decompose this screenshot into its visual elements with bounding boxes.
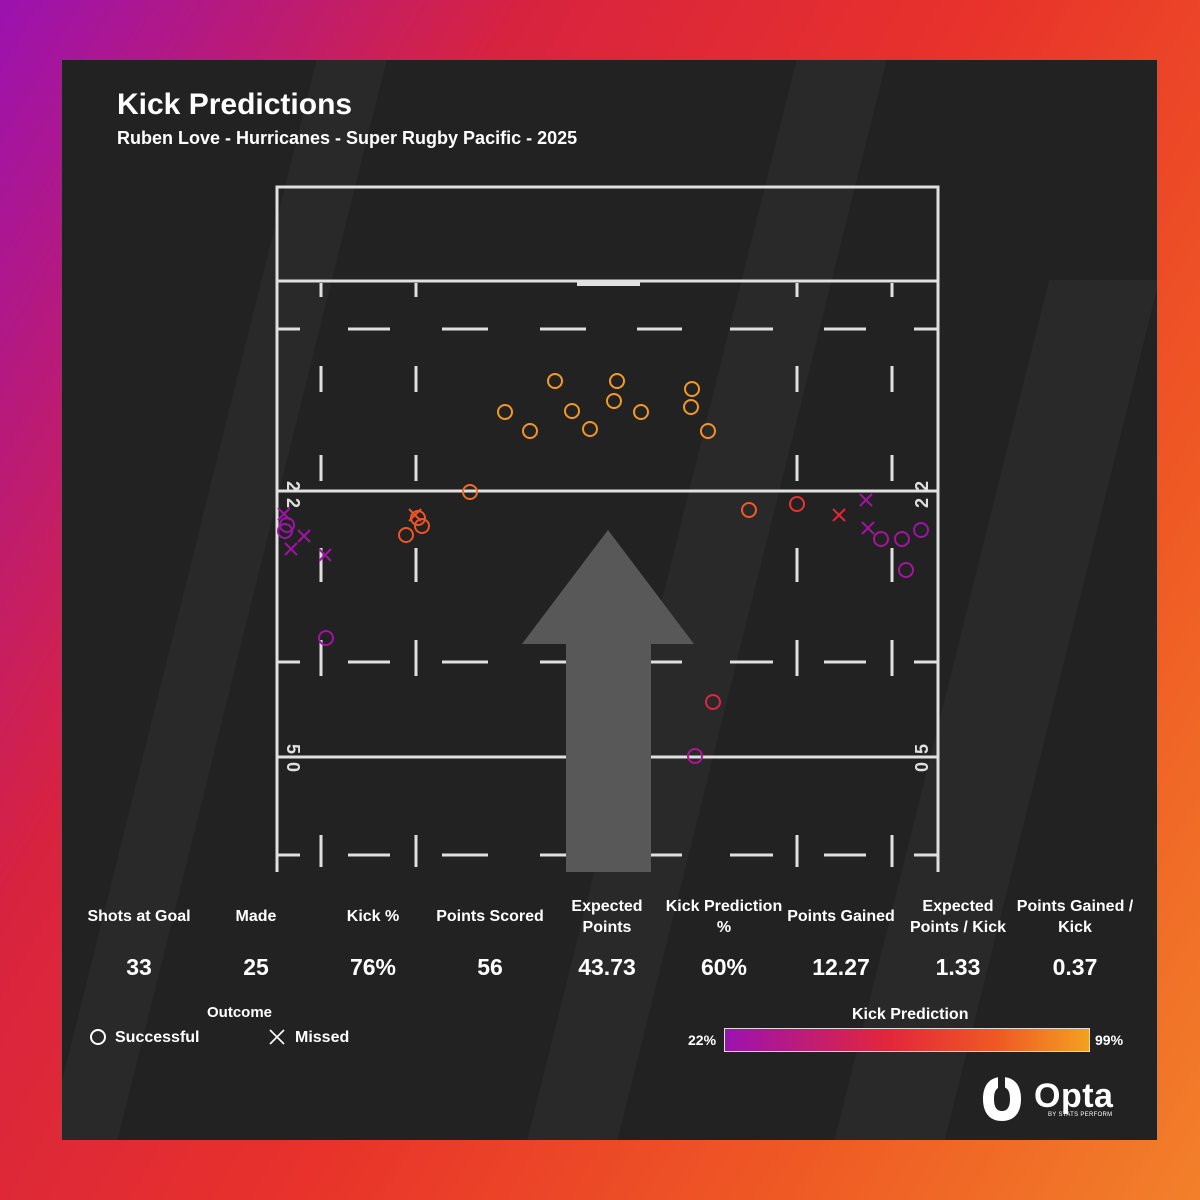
kick-point-missed (859, 493, 873, 507)
marking-50-right-top: 5 (912, 744, 932, 754)
kick-point-successful (898, 562, 914, 578)
in-goal-area (275, 185, 940, 283)
kick-point-successful (522, 423, 538, 439)
marking-50-right-bottom: 0 (912, 762, 932, 772)
chart-title: Kick Predictions (117, 88, 353, 121)
kick-point-missed (408, 508, 422, 522)
stat-label-xp-per-kick: Expected Points / Kick (909, 898, 1007, 936)
stat-value-points-scored: 56 (477, 954, 503, 980)
kick-point-successful (547, 373, 563, 389)
stat-label-points-gained: Points Gained (787, 908, 895, 925)
kick-point-successful (606, 393, 622, 409)
kick-point-missed (861, 521, 875, 535)
kick-point-successful (564, 403, 580, 419)
marking-50-left-bottom: 0 (283, 762, 303, 772)
color-scale-title: Kick Prediction (852, 1006, 969, 1023)
stat-label-made: Made (235, 908, 277, 925)
kick-point-successful (318, 630, 334, 646)
kick-point-successful (687, 748, 703, 764)
outcome-legend-title: Outcome (207, 1004, 273, 1021)
opta-logo-icon (983, 1075, 1021, 1121)
stat-label-expected-points: Expected Points (571, 898, 643, 936)
marking-22-right-top: 2 (912, 481, 932, 491)
kick-point-successful (277, 523, 293, 539)
stat-value-points-gained: 12.27 (812, 954, 870, 980)
stat-label-kick-prediction: Kick Prediction % (665, 898, 783, 936)
stat-value-xp-per-kick: 1.33 (935, 954, 981, 980)
kick-point-successful (741, 502, 757, 518)
marking-22-right-bottom: 2 (912, 498, 932, 508)
chart-subtitle: Ruben Love - Hurricanes - Super Rugby Pa… (117, 128, 578, 148)
kick-point-successful (700, 423, 716, 439)
kick-point-successful (414, 518, 430, 534)
stat-value-kick-prediction: 60% (700, 954, 748, 980)
kick-point-successful (497, 404, 513, 420)
attack-direction-arrow (522, 530, 694, 872)
opta-logo-text: Opta (1034, 1077, 1114, 1115)
kick-point-successful (683, 399, 699, 415)
kick-point-successful (789, 496, 805, 512)
color-scale-max-label: 99% (1095, 1032, 1124, 1048)
successful-legend-label: Successful (115, 1029, 200, 1046)
kick-point-missed (297, 529, 311, 543)
stat-value-shots: 33 (126, 954, 152, 980)
kick-point-successful (398, 527, 414, 543)
kick-point-successful (582, 421, 598, 437)
color-scale-bar (724, 1028, 1090, 1052)
kick-point-missed (318, 548, 332, 562)
marking-22-left-bottom: 2 (283, 498, 303, 508)
stat-value-made: 25 (243, 954, 269, 980)
kick-point-successful (609, 373, 625, 389)
kick-point-successful (913, 522, 929, 538)
marking-22-left-top: 2 (283, 481, 303, 491)
stat-label-kick-pct: Kick % (346, 908, 400, 925)
kick-point-successful (633, 404, 649, 420)
pitch-diagram: 2 2 2 2 5 0 5 0 (275, 185, 940, 872)
missed-legend-label: Missed (295, 1029, 350, 1046)
stat-label-points-scored: Points Scored (436, 908, 544, 925)
kick-point-missed (284, 542, 298, 556)
stat-label-shots: Shots at Goal (87, 908, 191, 925)
kick-point-successful (684, 381, 700, 397)
stat-value-expected-points: 43.73 (578, 954, 636, 980)
color-scale-min-label: 22% (688, 1032, 717, 1048)
successful-legend-icon (90, 1029, 106, 1045)
kick-point-successful (894, 531, 910, 547)
stat-value-kick-pct: 76% (349, 954, 397, 980)
missed-legend-icon (269, 1029, 285, 1045)
kick-point-successful (873, 531, 889, 547)
stat-value-pg-per-kick: 0.37 (1052, 954, 1098, 980)
marking-50-left-top: 5 (283, 744, 303, 754)
stat-label-pg-per-kick: Points Gained / Kick (1016, 898, 1134, 936)
kick-point-missed (832, 508, 846, 522)
opta-logo-sub: BY STATS PERFORM (1048, 1112, 1113, 1118)
kick-point-successful (705, 694, 721, 710)
kick-point-successful (462, 484, 478, 500)
